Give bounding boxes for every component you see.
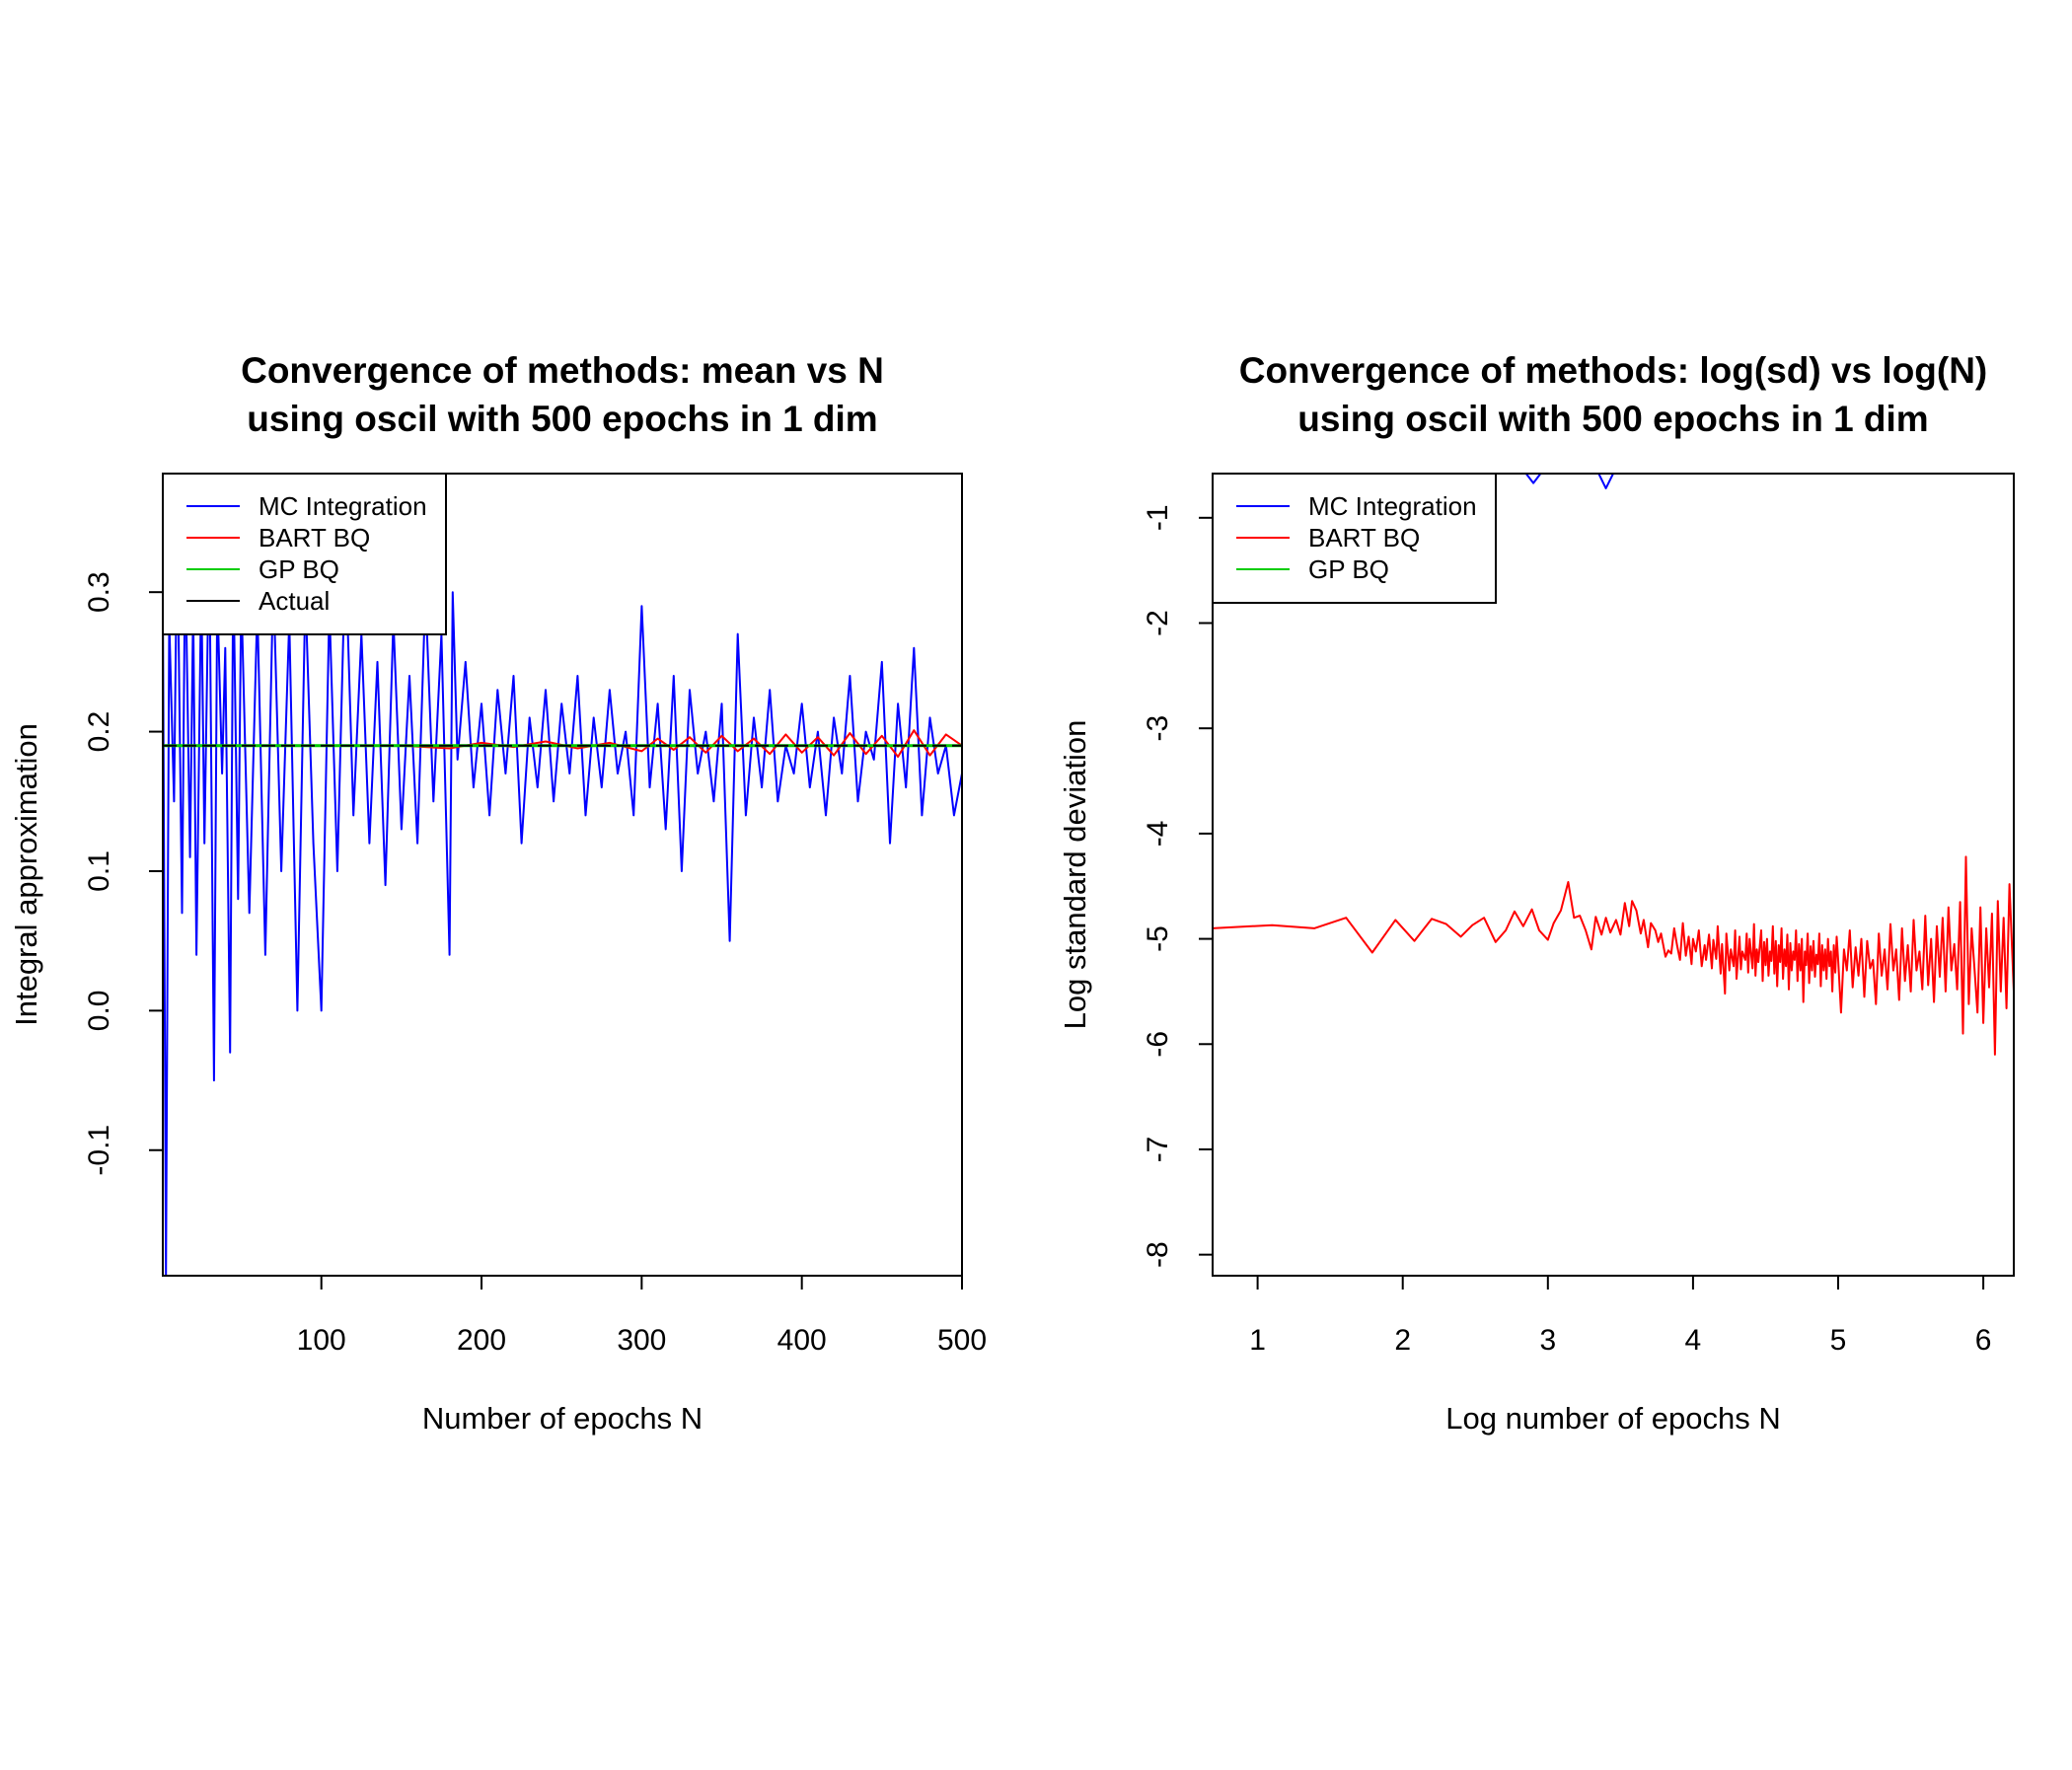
- left-y-tick-label: -0.1: [83, 1125, 115, 1176]
- right-series-group: [1213, 474, 2014, 1056]
- right-legend-label: MC Integration: [1308, 491, 1477, 521]
- left-chart: Convergence of methods: mean vs N using o…: [9, 350, 987, 1436]
- left-x-tick-label: 300: [617, 1324, 666, 1357]
- left-plot-frame: [162, 473, 963, 1277]
- left-x-tick-label: 200: [457, 1324, 506, 1357]
- right-y-tick-label: -2: [1142, 610, 1174, 636]
- right-x-tick-label: 5: [1830, 1324, 1847, 1357]
- right-y-axis-label: Log standard deviation: [1058, 720, 1092, 1030]
- right-x-tick-label: 3: [1539, 1324, 1556, 1357]
- left-x-tick-label: 400: [777, 1324, 827, 1357]
- right-x-tick-label: 2: [1394, 1324, 1411, 1357]
- left-y-tick-label: 0.3: [83, 571, 115, 613]
- left-chart-subtitle: using oscil with 500 epochs in 1 dim: [247, 399, 877, 439]
- right-legend-label: BART BQ: [1308, 523, 1420, 553]
- left-legend-label: MC Integration: [259, 491, 427, 521]
- right-chart-title: Convergence of methods: log(sd) vs log(N…: [1239, 350, 1988, 391]
- left-y-tick-label: 0.2: [83, 711, 115, 753]
- right-y-tick-label: -6: [1142, 1031, 1174, 1058]
- right-x-tick-label: 4: [1685, 1324, 1702, 1357]
- left-legend-label: BART BQ: [259, 523, 370, 553]
- left-legend-label: GP BQ: [259, 554, 339, 584]
- left-x-tick-label: 100: [297, 1324, 346, 1357]
- right-y-tick-label: -1: [1142, 504, 1174, 531]
- right-x-tick-label: 1: [1249, 1324, 1266, 1357]
- right-y-tick-label: -5: [1142, 925, 1174, 952]
- right-x-tick-label: 6: [1975, 1324, 1992, 1357]
- left-legend-box: [162, 473, 447, 635]
- right-y-tick-label: -4: [1142, 821, 1174, 848]
- left-y-axis-label: Integral approximation: [9, 723, 43, 1026]
- right-chart: Convergence of methods: log(sd) vs log(N…: [1058, 350, 2015, 1436]
- right-legend-label: GP BQ: [1308, 554, 1389, 584]
- left-series-mc-integration-line: [163, 521, 962, 1276]
- left-series-bart-bq-line: [163, 729, 962, 758]
- left-x-axis-label: Number of epochs N: [422, 1401, 703, 1436]
- right-chart-subtitle: using oscil with 500 epochs in 1 dim: [1297, 399, 1928, 439]
- left-y-tick-label: 0.1: [83, 850, 115, 892]
- right-series-mc-integration-line: [1524, 474, 1614, 489]
- right-y-tick-label: -8: [1142, 1241, 1174, 1268]
- left-chart-title: Convergence of methods: mean vs N: [241, 350, 884, 391]
- left-x-tick-label: 500: [937, 1324, 987, 1357]
- right-y-tick-label: -3: [1142, 715, 1174, 742]
- right-x-axis-label: Log number of epochs N: [1445, 1401, 1781, 1436]
- right-series-bart-bq-line: [1213, 855, 2014, 1056]
- left-legend-label: Actual: [259, 586, 330, 616]
- right-plot-frame: [1212, 473, 2015, 1277]
- left-y-tick-label: 0.0: [83, 990, 115, 1031]
- right-y-tick-label: -7: [1142, 1137, 1174, 1163]
- left-series-group: [163, 521, 962, 1276]
